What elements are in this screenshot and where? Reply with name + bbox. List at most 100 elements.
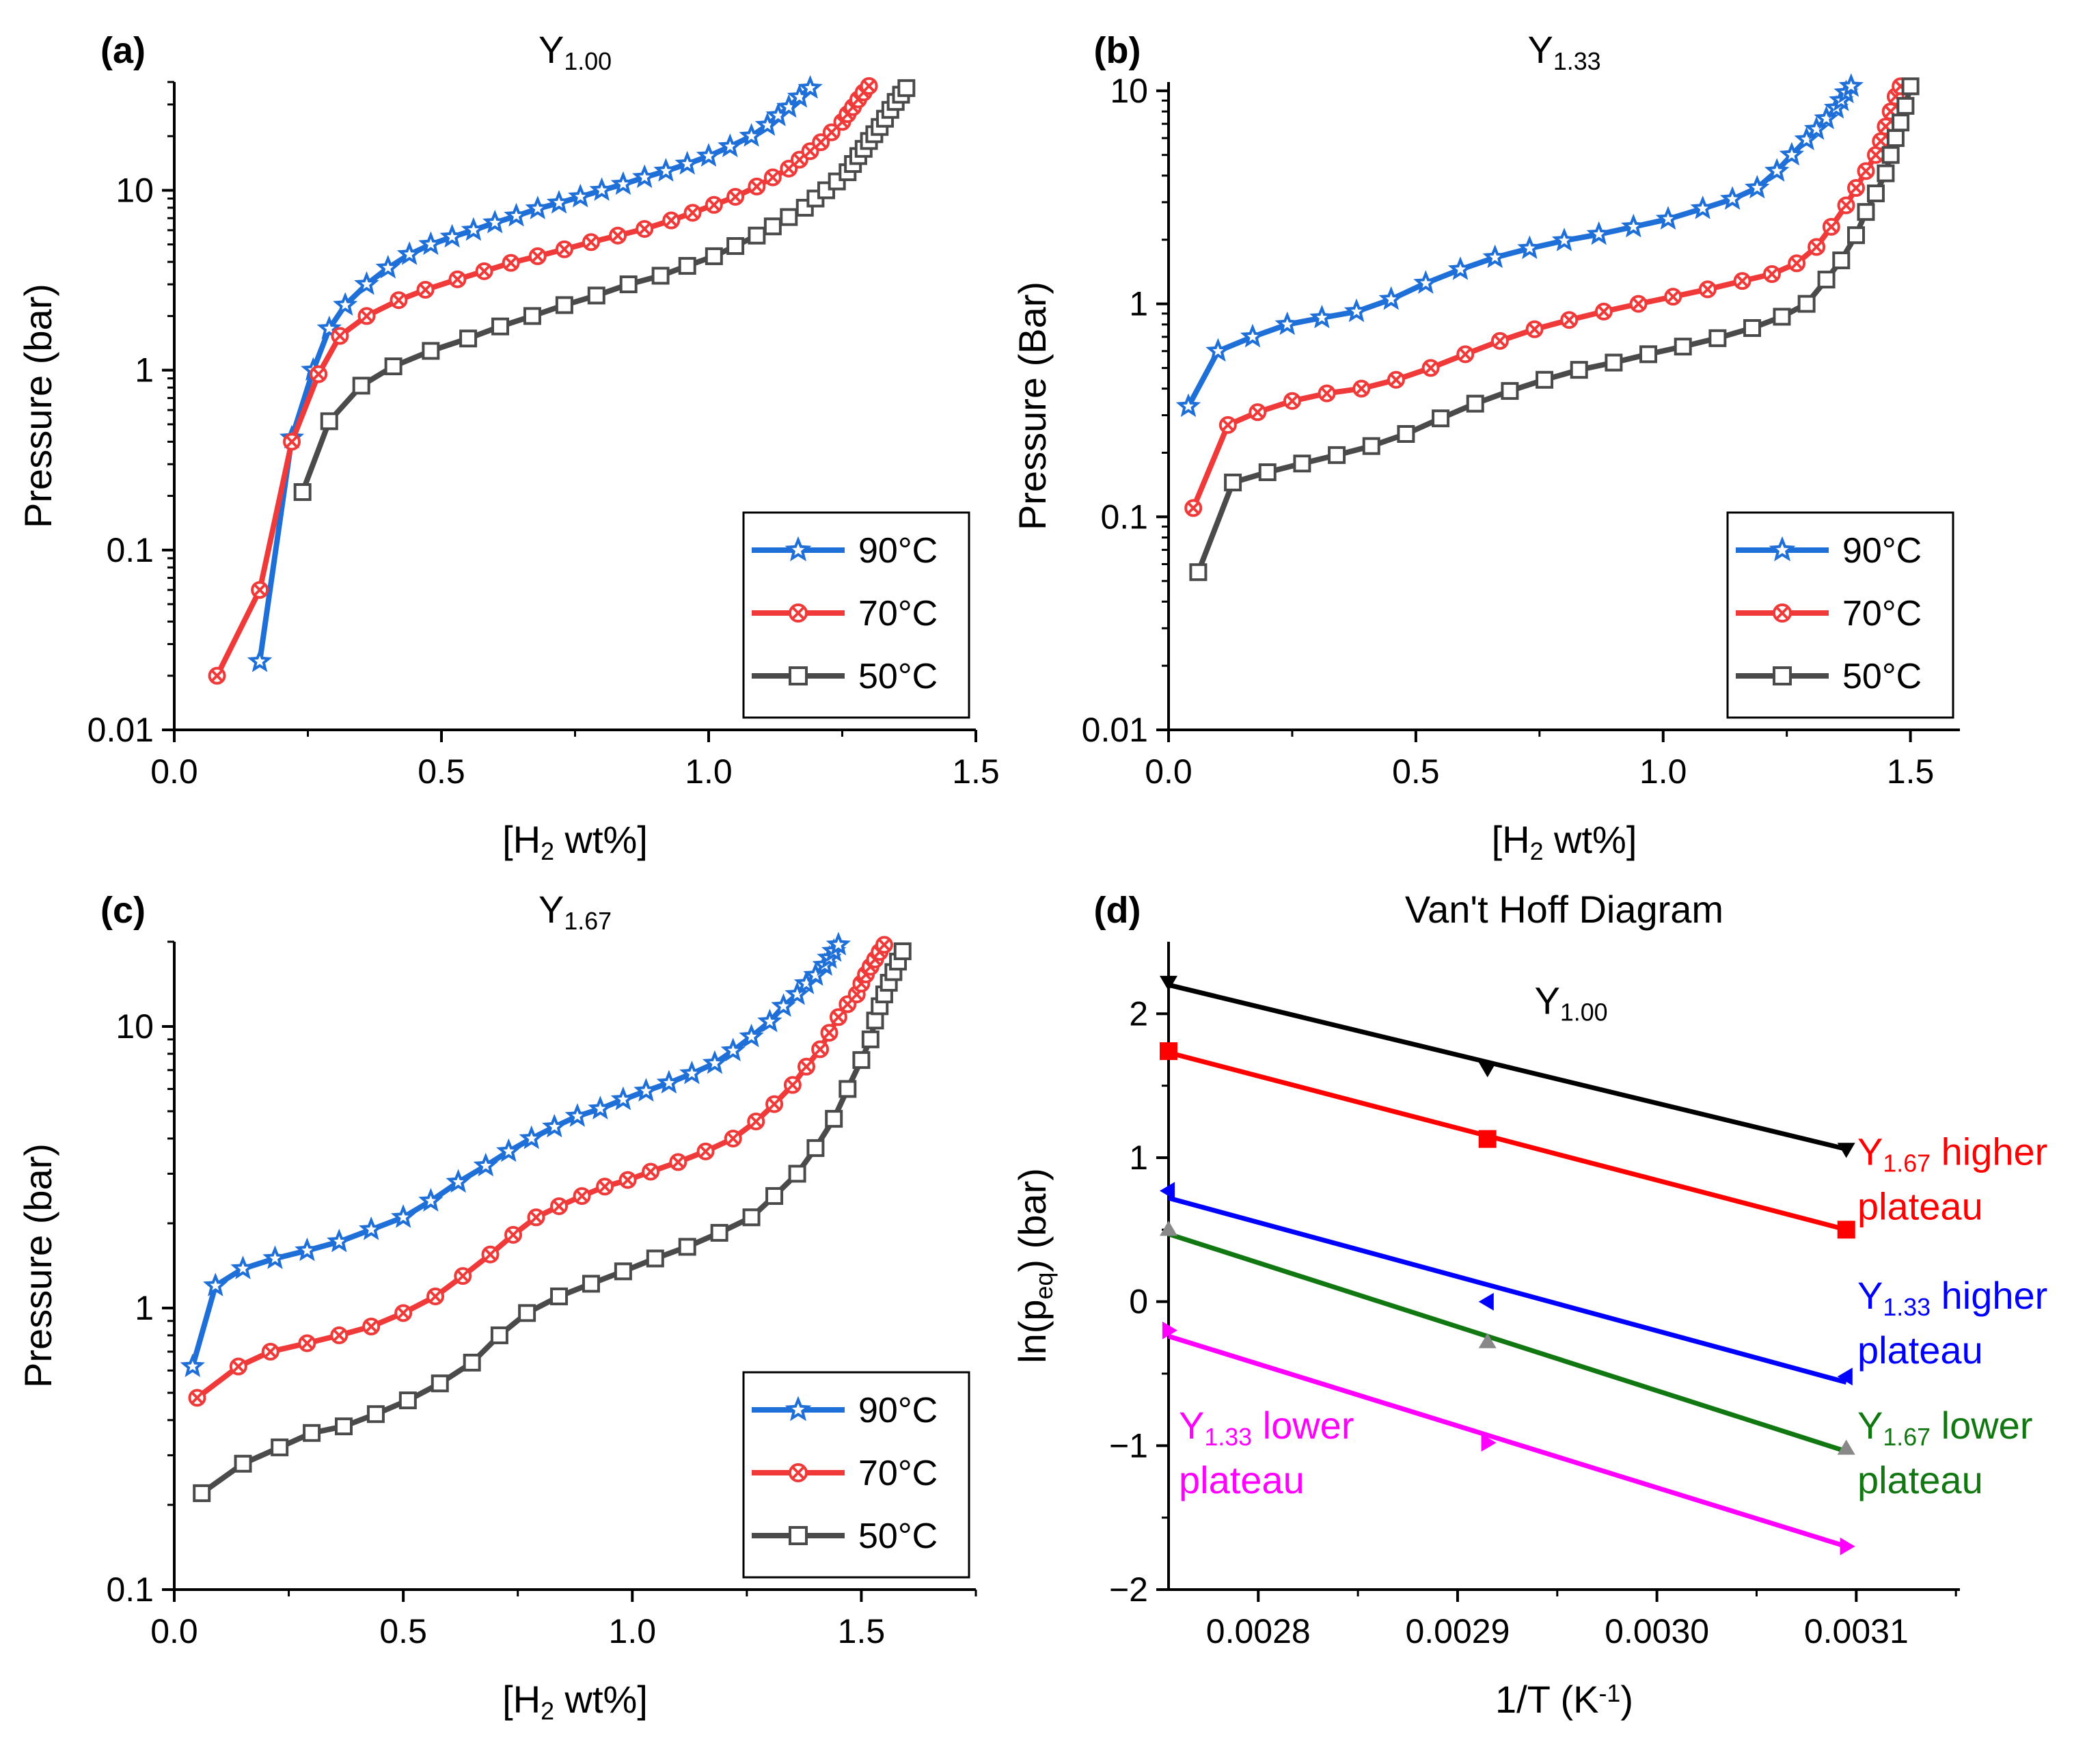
data-point: [1698, 280, 1717, 299]
data-point: [674, 150, 700, 175]
data-point: [1274, 311, 1300, 336]
data-point: [1886, 129, 1905, 148]
data-point: [568, 183, 593, 208]
data-point: [1594, 302, 1613, 321]
data-point: [1779, 141, 1805, 166]
data-point: [327, 1228, 352, 1253]
series-label: Y1.00: [1534, 979, 1607, 1026]
data-point: [1283, 392, 1301, 410]
data-point: [1690, 195, 1715, 219]
series-90°C: [180, 931, 851, 1378]
y-tick-label: 0.1: [106, 1570, 154, 1609]
series-50°C: [293, 79, 916, 502]
panel-label: (b): [1094, 30, 1141, 71]
y-tick-label: 10: [115, 1007, 154, 1046]
data-point: [1788, 254, 1806, 273]
panel-a: 0.0 0.5 1.0 1.5 0.01 0.1 1 10 (a) Y1.00 [H2 wt%] Pr…: [16, 28, 1000, 865]
data-point: [726, 187, 745, 206]
data-point: [757, 1008, 782, 1033]
data-point: [193, 1484, 211, 1502]
data-point: [1456, 345, 1475, 364]
axes-c: 0.0 0.5 1.0 1.5 0.1 1 10: [106, 940, 977, 1650]
data-point: [763, 168, 782, 187]
data-point: [416, 280, 435, 299]
data-point: [295, 1237, 320, 1262]
data-point: [589, 177, 614, 201]
x-axis-label: [H2 wt%]: [1492, 818, 1637, 865]
data-point: [331, 327, 349, 345]
legend: 90°C 70°C 50°C: [742, 1371, 970, 1579]
x-tick-label: 0.0: [1145, 752, 1192, 791]
y-tick-label: 0: [1129, 1283, 1148, 1321]
plot-area-a: [208, 74, 916, 685]
series-70°C: [208, 77, 878, 685]
data-point: [546, 189, 572, 214]
data-point: [293, 483, 312, 502]
data-point: [710, 1223, 728, 1242]
data-point: [303, 1424, 321, 1442]
data-point: [1189, 563, 1208, 582]
series-90°C: [247, 74, 823, 672]
panel-b: 0.0 0.5 1.0 1.5 0.01 0.1 1 10(b) Y1.33 [H2 wt%] Pr…: [1011, 28, 1960, 865]
data-point: [490, 1326, 508, 1344]
data-point: [790, 150, 808, 169]
x-tick-label: 1.5: [952, 752, 1000, 791]
legend-label: 50°C: [858, 1516, 938, 1556]
data-point: [763, 217, 782, 236]
data-point: [229, 1357, 247, 1376]
data-point: [283, 433, 301, 451]
axes-b: 0.0 0.5 1.0 1.5 0.01 0.1 1 10: [1082, 72, 1960, 791]
data-point: [642, 1162, 660, 1181]
data-point: [1352, 379, 1371, 398]
data-point: [475, 262, 493, 280]
x-tick-label: 0.5: [418, 752, 465, 791]
data-point: [1224, 474, 1242, 492]
data-point: [1762, 265, 1781, 284]
y-tick-label: 0.1: [1100, 498, 1148, 536]
data-point: [1421, 359, 1440, 377]
chart-title: Van't Hoff Diagram: [1405, 888, 1723, 931]
data-point: [1840, 1537, 1855, 1555]
panel-label: (a): [100, 30, 146, 71]
series-label: Y1.67 lower plateau: [1857, 1404, 2032, 1501]
data-point: [298, 1334, 316, 1352]
data-point: [1745, 174, 1770, 199]
x-axis-label: [H2 wt%]: [502, 1678, 648, 1725]
series-50°C: [1189, 77, 1920, 582]
data-point: [742, 1208, 761, 1227]
data-point: [390, 291, 408, 310]
data-point: [582, 233, 600, 251]
data-point: [362, 1317, 381, 1335]
data-point: [1525, 320, 1544, 338]
data-point: [702, 1050, 728, 1074]
legend-label: 70°C: [1842, 594, 1922, 634]
data-point: [482, 209, 508, 234]
chart-title: Y1.67: [538, 888, 612, 935]
x-tick-label: 1.0: [1639, 752, 1687, 791]
data-point: [1160, 1182, 1175, 1200]
data-point: [1621, 213, 1646, 238]
data-point: [394, 1304, 413, 1322]
data-point: [396, 241, 422, 265]
data-point: [1808, 238, 1826, 256]
data-point: [875, 936, 893, 954]
data-point: [1708, 329, 1727, 347]
x-tick-label: 1.5: [1887, 752, 1935, 791]
series-label: Y1.33 lower plateau: [1179, 1404, 1354, 1501]
data-point: [518, 1304, 536, 1322]
data-point: [1160, 975, 1177, 991]
data-point: [838, 1080, 857, 1098]
data-point: [720, 1037, 746, 1062]
data-point: [230, 1255, 256, 1279]
series-90°C: [1175, 73, 1864, 418]
data-point: [783, 1076, 802, 1094]
y-axis-label: ln(peq) (bar): [1011, 1168, 1058, 1363]
data-point: [1719, 186, 1745, 210]
data-point: [1478, 1130, 1497, 1148]
data-point: [866, 1011, 884, 1030]
x-tick-label: 0.0028: [1206, 1612, 1311, 1650]
data-point: [822, 123, 841, 141]
data-point: [633, 1078, 659, 1102]
data-point: [636, 219, 654, 238]
